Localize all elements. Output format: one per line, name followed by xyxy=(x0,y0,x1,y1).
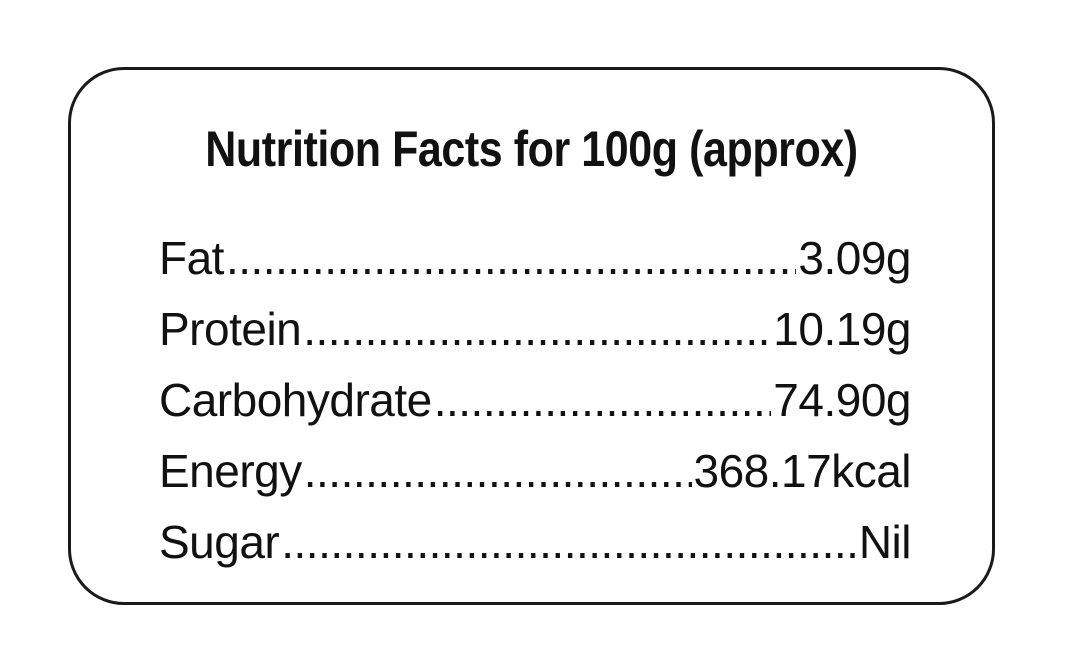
nutrient-value: 74.90g xyxy=(773,374,911,426)
dot-leader xyxy=(281,514,857,570)
nutrient-row-sugar: Sugar Nil xyxy=(159,499,912,570)
nutrition-title: Nutrition Facts for 100g (approx) xyxy=(205,121,858,177)
nutrient-row-fat: Fat 3.09g xyxy=(159,215,911,286)
nutrition-rows: Fat 3.09g Protein 10.19g Carbohydrate 74… xyxy=(159,215,912,570)
nutrient-row-protein: Protein 10.19g xyxy=(159,286,911,357)
nutrient-name: Carbohydrate xyxy=(159,374,432,426)
dot-leader xyxy=(226,230,796,286)
nutrient-value: Nil xyxy=(858,516,912,568)
dot-leader xyxy=(304,443,692,499)
nutrient-name: Sugar xyxy=(159,516,280,568)
dot-leader xyxy=(434,372,772,428)
dot-leader xyxy=(303,301,771,357)
nutrient-name: Fat xyxy=(159,232,224,284)
nutrition-label: Nutrition Facts for 100g (approx) Fat 3.… xyxy=(68,67,995,605)
nutrient-value: 368.17kcal xyxy=(693,445,912,497)
nutrient-name: Energy xyxy=(159,445,302,497)
nutrient-value: 3.09g xyxy=(798,232,911,284)
nutrient-name: Protein xyxy=(159,303,302,355)
nutrient-value: 10.19g xyxy=(773,303,911,355)
nutrient-row-energy: Energy 368.17kcal xyxy=(159,428,911,499)
nutrient-row-carbohydrate: Carbohydrate 74.90g xyxy=(159,357,911,428)
